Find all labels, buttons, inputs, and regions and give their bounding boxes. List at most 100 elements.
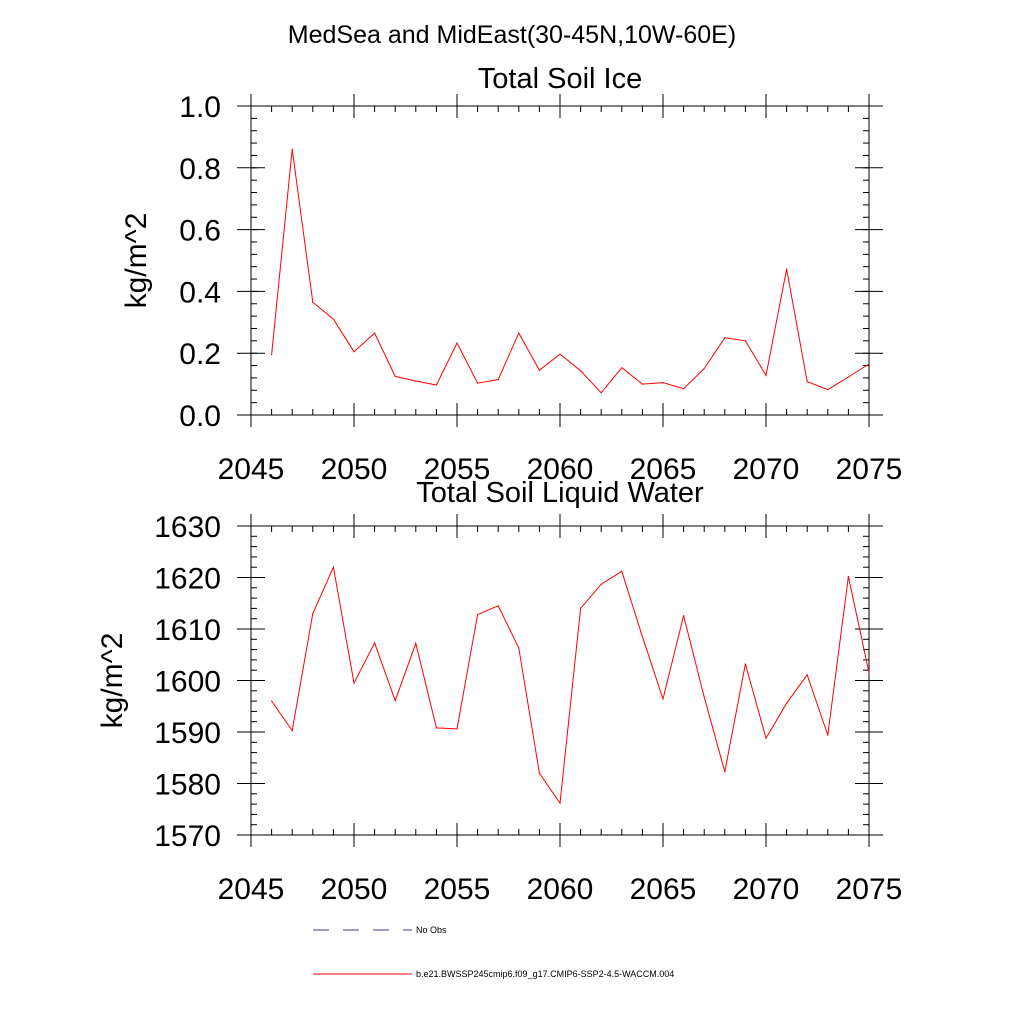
plot-frame [250, 525, 870, 836]
data-point [827, 389, 829, 391]
data-point [580, 607, 582, 610]
y-tick-label: 1630 [154, 511, 221, 544]
legend-label-1: No Obs [416, 925, 447, 935]
data-point [332, 566, 334, 568]
data-point [291, 148, 293, 150]
panel-title: Total Soil Ice [478, 63, 642, 95]
y-tick-label: 1.0 [179, 91, 221, 124]
chart-panel-2: Total Soil Liquid Water kg/m^2 2045 2050 205… [96, 477, 902, 906]
series-line [271, 149, 870, 394]
y-tick-label: 1590 [154, 717, 221, 750]
data-point [703, 696, 705, 698]
data-point [353, 682, 355, 684]
data-point [435, 384, 437, 386]
data-point [786, 268, 788, 270]
data-point [662, 698, 664, 700]
data-point [621, 367, 623, 369]
y-axis-label: kg/m^2 [96, 633, 129, 729]
y-tick-label: 0.2 [179, 338, 221, 371]
data-point [415, 380, 417, 382]
data-point [641, 383, 644, 385]
data-point [683, 388, 685, 390]
legend-label-2: b.e21.BWSSP245cmip6.f09_g17.CMIP6-SSP2-4… [416, 969, 674, 979]
data-point [477, 382, 479, 384]
y-tick-label: 1600 [154, 666, 221, 699]
x-tick-label: 2050 [321, 873, 388, 906]
chart-panels: Total Soil Ice kg/m^2 2045 2050 2055 2060 2065… [96, 63, 902, 906]
x-tick-label: 2075 [836, 873, 903, 906]
data-point [703, 368, 705, 370]
data-point [456, 728, 458, 730]
y-tick-label: 0.0 [179, 400, 221, 433]
data-point [765, 374, 767, 377]
data-point [538, 772, 541, 774]
data-point [271, 700, 273, 702]
data-point [827, 734, 829, 736]
data-point [621, 570, 623, 572]
y-tick-label: 0.4 [179, 276, 221, 309]
data-point [312, 612, 314, 615]
data-point [374, 332, 376, 334]
data-point [518, 332, 520, 334]
data-point [600, 392, 602, 394]
data-point [744, 340, 747, 342]
y-tick-label: 1620 [154, 563, 221, 596]
panel-title: Total Soil Liquid Water [416, 477, 704, 509]
series-line [271, 565, 870, 805]
x-tick-label: 2060 [527, 453, 594, 486]
data-point [868, 363, 870, 365]
x-tick-label: 2055 [424, 873, 491, 906]
data-point [662, 381, 664, 384]
data-point [847, 376, 850, 378]
plot-frame [250, 105, 870, 416]
data-point [497, 605, 499, 607]
y-axis-label: kg/m^2 [120, 213, 153, 309]
data-point [806, 674, 808, 676]
data-point [332, 318, 334, 320]
x-tick-label: 2055 [424, 453, 491, 486]
data-point [559, 353, 561, 355]
data-point [518, 647, 520, 649]
x-tick-label: 2070 [733, 453, 800, 486]
data-point [271, 354, 273, 356]
x-tick-label: 2045 [218, 873, 285, 906]
data-point [806, 381, 808, 383]
data-point [374, 642, 376, 644]
data-point [291, 729, 293, 732]
data-point [683, 615, 685, 617]
y-tick-label: 1570 [154, 820, 221, 853]
data-point [477, 613, 479, 616]
data-point [312, 301, 314, 303]
chart-panel-1: Total Soil Ice kg/m^2 2045 2050 2055 2060 2065… [120, 63, 902, 486]
x-tick-label: 2065 [630, 453, 697, 486]
data-point [641, 636, 644, 638]
data-point [786, 702, 788, 704]
data-point [559, 802, 561, 804]
y-tick-label: 0.6 [179, 215, 221, 248]
data-point [847, 575, 850, 578]
data-point [580, 370, 582, 372]
data-point [456, 342, 458, 344]
data-point [868, 672, 870, 674]
data-point [435, 727, 437, 729]
x-tick-label: 2050 [321, 453, 388, 486]
data-point [744, 663, 747, 665]
x-tick-label: 2070 [733, 873, 800, 906]
data-point [600, 583, 602, 585]
x-tick-label: 2065 [630, 873, 697, 906]
y-tick-label: 1580 [154, 769, 221, 802]
y-tick-label: 0.8 [179, 153, 221, 186]
data-point [497, 378, 499, 381]
x-tick-label: 2075 [836, 453, 903, 486]
figure-suptitle: MedSea and MidEast(30-45N,10W-60E) [288, 21, 736, 49]
x-tick-label: 2060 [527, 873, 594, 906]
y-tick-label: 1610 [154, 614, 221, 647]
data-point [724, 771, 726, 773]
data-point [415, 642, 417, 645]
data-point [765, 737, 767, 739]
data-point [353, 351, 355, 353]
data-point [538, 369, 541, 371]
x-tick-label: 2045 [218, 453, 285, 486]
